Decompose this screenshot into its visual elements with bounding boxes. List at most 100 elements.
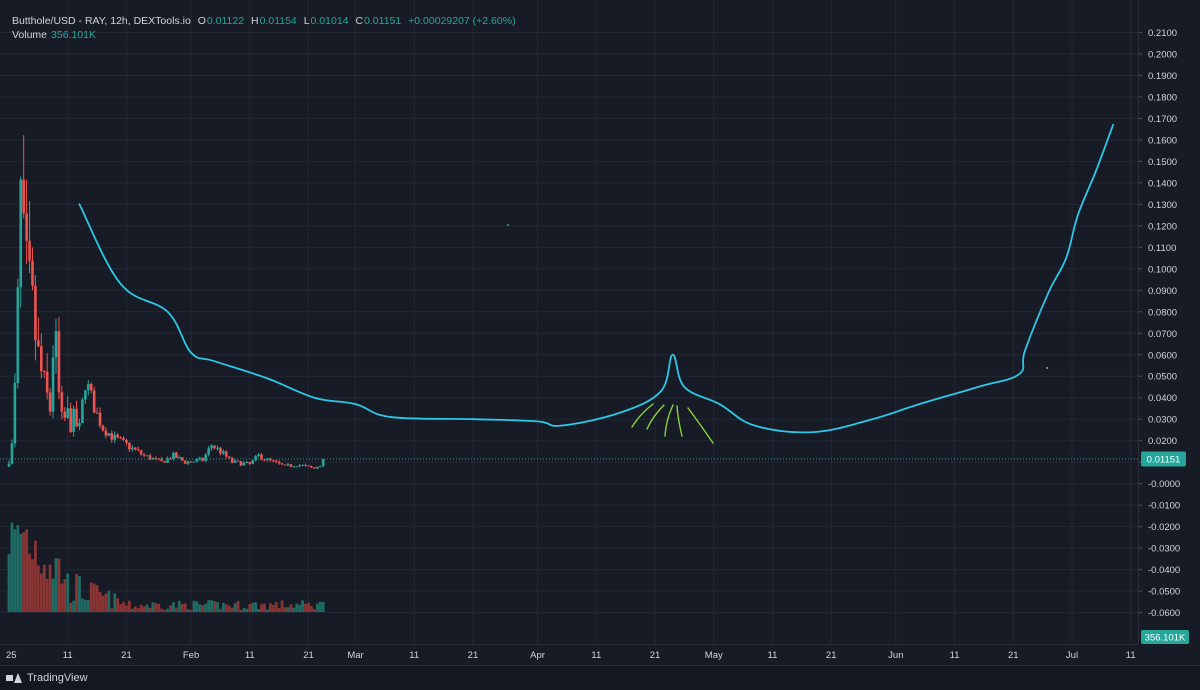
volume-bar: [89, 582, 93, 612]
high-value: 0.01154: [259, 15, 297, 27]
time-tick-label: 21: [121, 650, 132, 661]
candle-body: [28, 240, 31, 261]
volume-bar: [268, 603, 272, 612]
volume-label: Volume: [12, 29, 48, 41]
candle-body: [60, 392, 64, 412]
volume-bars: [7, 522, 325, 612]
chart-legend: Butthole/USD - RAY, 12h, DEXTools.io O 0.…: [12, 14, 516, 42]
drip-strokes: [631, 403, 714, 444]
candle-body: [122, 438, 125, 440]
time-tick-label: 11: [591, 650, 601, 661]
candle-body: [313, 467, 316, 469]
volume-bar: [107, 590, 111, 612]
volume-bar: [242, 607, 246, 612]
candle-body: [145, 455, 149, 457]
candle-body: [318, 465, 322, 468]
volume-bar: [92, 583, 96, 612]
volume-bar: [304, 603, 307, 612]
candle-body: [148, 455, 152, 460]
price-chart[interactable]: 0.2100 0.2000 0.1900 0.1800 0.1700 0.1600 0.15…: [0, 0, 1200, 665]
change-value: +0.00029207 (+2.60%): [408, 15, 516, 27]
volume-bar: [83, 599, 87, 612]
volume-bar: [321, 602, 325, 612]
volume-bar: [227, 605, 231, 612]
candle-body: [254, 456, 257, 461]
volume-bar: [310, 606, 313, 612]
candle-body: [116, 434, 119, 438]
drip-stroke: [631, 403, 654, 428]
candle-body: [236, 460, 240, 462]
candle-body: [25, 213, 28, 241]
volume-badge: 356.101K: [1141, 630, 1189, 644]
time-tick-label: Jun: [888, 650, 903, 661]
volume-bar: [110, 608, 114, 612]
volume-bar: [145, 604, 149, 612]
price-tick-label: 0.1200: [1148, 221, 1177, 232]
candle-body: [110, 433, 114, 440]
volume-bar: [51, 578, 55, 612]
candle-body: [210, 445, 213, 449]
price-tick-label: 0.0200: [1148, 436, 1177, 447]
candle-body: [22, 179, 25, 214]
open-key: O: [197, 15, 206, 27]
candle-body: [233, 460, 237, 463]
low-value: 0.01014: [310, 15, 349, 27]
candles: [7, 135, 325, 469]
time-tick-label: 11: [63, 650, 73, 661]
volume-bar: [81, 598, 84, 612]
candle-body: [207, 448, 210, 455]
candle-body: [19, 179, 23, 288]
candle-body: [219, 447, 222, 454]
volume-bar: [183, 603, 187, 612]
candle-body: [204, 454, 208, 461]
price-tick-label: -0.0000: [1148, 479, 1180, 490]
volume-bar: [204, 603, 208, 612]
candle-body: [189, 461, 193, 463]
volume-bar: [219, 608, 222, 612]
candle-body: [222, 451, 225, 454]
candle-body: [183, 460, 187, 464]
candle-body: [230, 457, 234, 463]
volume-bar: [289, 604, 293, 612]
close-key: C: [355, 15, 364, 27]
volume-bar: [254, 602, 258, 612]
candle-body: [107, 433, 111, 436]
volume-bar: [248, 604, 252, 612]
price-tick-label: 0.1400: [1148, 178, 1177, 189]
tradingview-brand[interactable]: TradingView: [6, 671, 88, 685]
volume-bar: [69, 602, 73, 612]
volume-bar: [10, 522, 14, 612]
symbol-title[interactable]: Butthole/USD - RAY, 12h, DEXTools.io: [12, 15, 191, 27]
candle-body: [128, 442, 131, 450]
volume-bar: [136, 608, 140, 612]
volume-bar: [266, 609, 269, 612]
candle-body: [280, 463, 284, 465]
volume-bar: [25, 529, 29, 612]
stray-dot: [1046, 367, 1048, 369]
volume-bar: [48, 564, 52, 612]
footer-bar: TradingView: [0, 665, 1200, 690]
volume-bar: [292, 607, 296, 612]
candle-body: [160, 458, 163, 462]
volume-bar: [36, 565, 40, 612]
candle-body: [239, 461, 243, 466]
candle-body: [151, 458, 155, 460]
time-tick-label: 21: [468, 650, 479, 661]
volume-bar: [42, 564, 46, 612]
candle-body: [42, 371, 46, 373]
volume-bar: [7, 554, 11, 612]
tradingview-logo-icon: [6, 673, 22, 683]
time-tick-label: Apr: [530, 650, 545, 661]
time-tick-label: 11: [768, 650, 778, 661]
volume-bar: [66, 573, 70, 612]
price-tick-label: 0.1300: [1148, 200, 1177, 211]
candle-body: [139, 450, 143, 455]
time-tick-label: 21: [303, 650, 314, 661]
volume-bar: [271, 604, 275, 612]
chart-background: [0, 0, 1200, 665]
volume-bar: [213, 601, 216, 612]
volume-bar: [315, 603, 319, 612]
volume-bar: [277, 608, 281, 612]
price-tick-label: -0.0400: [1148, 565, 1180, 576]
price-badge-label: 0.01151: [1147, 454, 1181, 465]
